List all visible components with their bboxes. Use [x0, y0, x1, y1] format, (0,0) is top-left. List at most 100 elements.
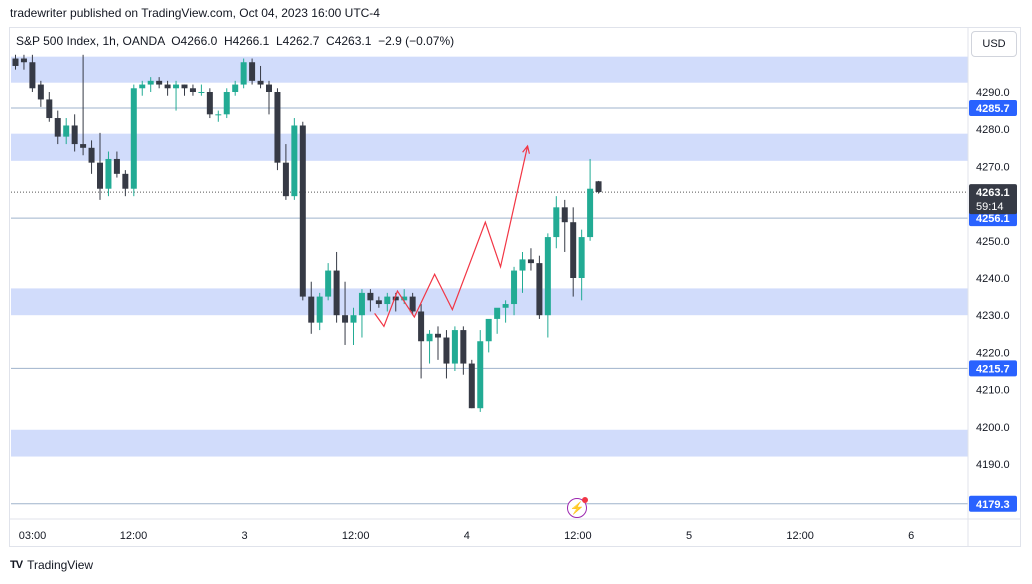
x-tick-label: 6: [908, 530, 914, 542]
candle-body: [20, 58, 27, 63]
candle-body: [595, 181, 602, 193]
candle-12: [113, 151, 120, 178]
candle-body: [325, 270, 332, 297]
candle-body: [232, 84, 239, 92]
candle-20: [181, 84, 188, 96]
currency-button[interactable]: USD: [971, 31, 1017, 57]
y-tick-label: 4190.0: [976, 459, 1010, 471]
candle-body: [358, 292, 365, 316]
candle-body: [553, 207, 560, 238]
candle-body: [587, 188, 594, 238]
level-label-3: 4179.3: [976, 499, 1010, 511]
candle-body: [206, 92, 213, 115]
candlesticks: [12, 54, 602, 412]
candle-31: [274, 88, 281, 171]
candle-14: [130, 84, 137, 197]
x-tick-label: 12:00: [564, 530, 592, 542]
candle-body: [451, 330, 458, 364]
candle-body: [418, 311, 425, 342]
candle-body: [147, 80, 154, 85]
candle-body: [223, 92, 230, 115]
candle-body: [375, 300, 382, 305]
level-label-bg-3: [969, 495, 1017, 512]
candle-body: [511, 270, 518, 305]
candle-38: [333, 251, 340, 323]
candle-44: [384, 292, 391, 312]
zone-3: [11, 429, 968, 457]
candle-68: [587, 158, 594, 241]
candle-body: [97, 162, 103, 189]
candle-body: [249, 62, 256, 81]
x-tick-label: 12:00: [786, 530, 814, 542]
x-tick-label: 12:00: [342, 530, 370, 542]
candle-body: [181, 84, 188, 89]
lightning-icon: ⚡: [569, 501, 585, 515]
candle-43: [375, 296, 382, 308]
candle-body: [257, 80, 264, 85]
candle-15: [139, 80, 146, 96]
candle-49: [426, 330, 433, 364]
x-tick-label: 12:00: [120, 530, 148, 542]
candle-57: [494, 307, 501, 334]
candle-61: [527, 248, 534, 271]
flash-icon[interactable]: ⚡: [567, 497, 588, 518]
candle-body: [502, 304, 509, 308]
candle-27: [240, 58, 247, 89]
candle-body: [527, 259, 534, 264]
candle-body: [113, 158, 120, 174]
candle-19: [173, 80, 180, 111]
candle-17: [156, 77, 163, 89]
candle-1: [20, 54, 27, 70]
legend-open: O4266.0: [171, 34, 218, 48]
candle-55: [477, 330, 484, 412]
candle-body: [156, 80, 163, 85]
y-tick-label: 4210.0: [976, 385, 1010, 397]
y-tick-label: 4230.0: [976, 310, 1010, 322]
y-tick-label: 4270.0: [976, 161, 1010, 173]
zone-2: [11, 288, 968, 316]
x-tick-label: 3: [242, 530, 248, 542]
symbol-legend[interactable]: S&P 500 Index, 1h, OANDA O4266.0 H4266.1…: [16, 34, 454, 48]
candle-25: [223, 88, 230, 119]
projection-path: [374, 144, 530, 328]
level-label-0: 4285.7: [976, 103, 1010, 115]
notification-dot: [582, 497, 588, 503]
candle-body: [291, 125, 298, 197]
candle-body: [409, 296, 416, 312]
candle-body: [316, 296, 323, 323]
y-tick-label: 4240.0: [976, 273, 1010, 285]
candle-22: [198, 84, 205, 96]
current-price-label: 4263.1: [976, 187, 1010, 199]
candle-63: [544, 233, 551, 338]
candle-42: [367, 289, 374, 312]
candle-36: [316, 292, 323, 331]
candle-body: [435, 333, 441, 338]
candle-47: [409, 292, 416, 316]
candle-body: [308, 296, 315, 323]
legend-low: L4262.7: [275, 34, 320, 48]
candle-body: [578, 237, 585, 278]
candle-8: [80, 54, 87, 156]
candle-body: [460, 330, 467, 364]
candle-body: [468, 363, 475, 409]
candle-40: [350, 307, 357, 345]
candle-body: [384, 296, 391, 305]
candle-body: [215, 114, 222, 116]
level-label-bg-0: [969, 99, 1017, 116]
candle-body: [29, 62, 36, 89]
candle-body: [37, 84, 44, 100]
current-price-bg: [969, 184, 1017, 215]
candle-body: [274, 92, 281, 163]
candle-56: [485, 318, 492, 353]
candle-33: [291, 118, 298, 200]
zone-1: [11, 133, 968, 161]
candle-64: [553, 196, 560, 249]
candle-41: [358, 289, 365, 338]
candle-2: [29, 54, 36, 92]
tradingview-logo[interactable]: TV TradingView: [10, 558, 93, 572]
candle-body: [485, 318, 492, 342]
countdown-label: 59:14: [976, 201, 1004, 213]
candle-body: [570, 222, 577, 278]
level-label-bg-1: [969, 210, 1017, 227]
